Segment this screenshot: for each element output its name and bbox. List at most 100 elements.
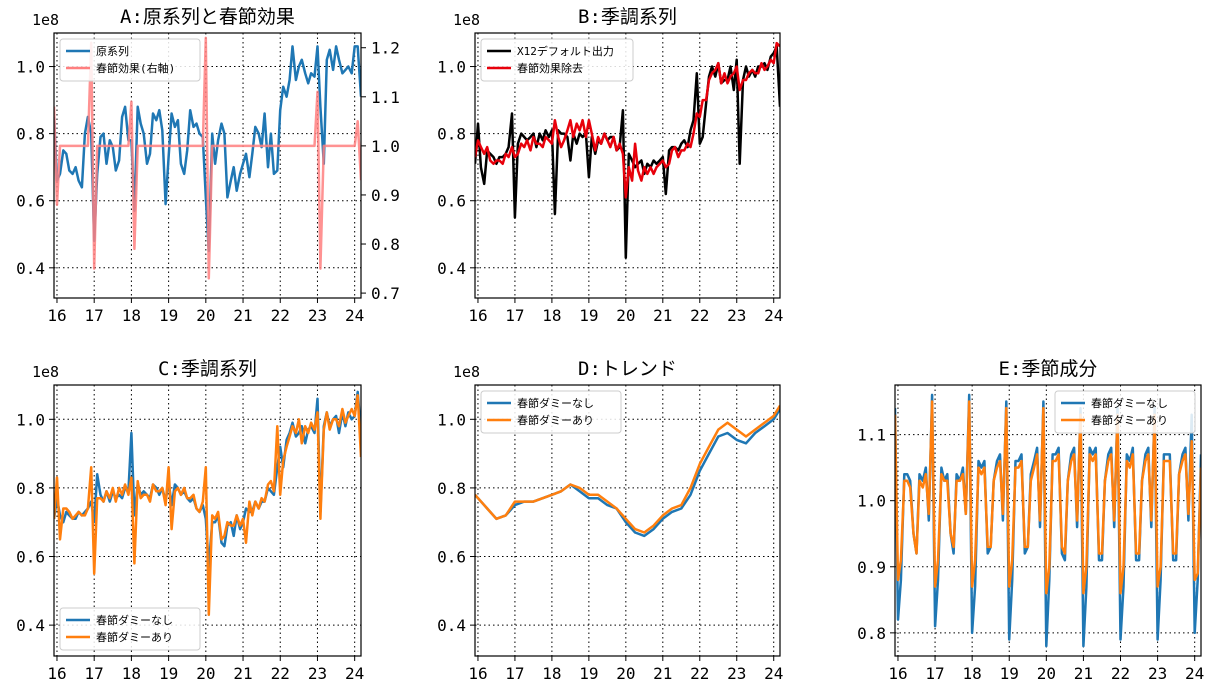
y-tick-label: 0.6 (16, 548, 45, 567)
x-tick-label: 24 (345, 306, 364, 325)
x-tick-label: 22 (271, 664, 290, 683)
x-tick-label: 20 (616, 664, 635, 683)
legend-box (59, 607, 201, 651)
x-tick-label: 19 (159, 306, 178, 325)
x-tick-label: 17 (505, 306, 524, 325)
offset-label: 1e8 (453, 11, 480, 29)
x-tick-label: 22 (690, 306, 709, 325)
y-tick-label: 0.4 (437, 259, 466, 278)
x-tick-label: 18 (963, 664, 982, 683)
y2-tick-label: 1.1 (371, 88, 400, 107)
chart-title: A:原系列と春節効果 (120, 6, 295, 28)
x-tick-label: 24 (345, 664, 364, 683)
x-tick-label: 20 (196, 306, 215, 325)
legend-label: X12デフォルト出力 (517, 44, 614, 58)
x-tick-label: 17 (85, 306, 104, 325)
x-tick-label: 17 (85, 664, 104, 683)
offset-label: 1e8 (453, 363, 480, 381)
axes-frame (474, 32, 781, 299)
plot-area (54, 390, 361, 617)
chart-title: C:季調系列 (158, 358, 257, 380)
y2-tick-label: 1.2 (371, 39, 400, 58)
y-tick-label: 0.6 (437, 192, 466, 211)
x-tick-label: 21 (653, 306, 672, 325)
series-line-1 (54, 36, 361, 280)
legend-label: 原系列 (96, 44, 129, 58)
legend-label: 春節ダミーなし (96, 613, 173, 627)
x-tick-label: 22 (1111, 664, 1130, 683)
legend-label: 春節効果除去 (517, 61, 583, 75)
axes-frame (53, 384, 362, 657)
x-tick-label: 24 (1185, 664, 1204, 683)
x-tick-label: 23 (727, 664, 746, 683)
x-tick-label: 21 (233, 306, 252, 325)
panel-a: 16 17 18 19 20 21 22 23 24 0.4 0.6 0.8 1.0 0.7 0.8 0.9 1… (16, 6, 400, 325)
x-tick-label: 23 (727, 306, 746, 325)
legend-box (59, 38, 201, 82)
x-tick-label: 18 (542, 306, 561, 325)
x-tick-label: 19 (1000, 664, 1019, 683)
y-tick-label: 0.8 (437, 479, 466, 498)
x-tick-label: 16 (468, 306, 487, 325)
x-tick-label: 19 (579, 306, 598, 325)
legend-label: 春節効果(右軸) (96, 61, 175, 75)
y-tick-label: 0.4 (437, 616, 466, 635)
plot-area (475, 41, 780, 259)
x-tick-label: 20 (196, 664, 215, 683)
panel-d: 16 17 18 19 20 21 22 23 240.40.60.81.0D:トレンド1e8春… (437, 358, 783, 683)
x-tick-label: 16 (47, 664, 66, 683)
chart-title: B:季調系列 (578, 6, 677, 28)
x-tick-label: 18 (542, 664, 561, 683)
series-line-1 (895, 400, 1201, 595)
legend-label: 春節ダミーあり (1091, 413, 1168, 427)
y-tick-label: 0.8 (16, 479, 45, 498)
legend-box (480, 38, 634, 82)
offset-label: 1e8 (32, 363, 59, 381)
y2-tick-label: 0.8 (371, 235, 400, 254)
x-tick-label: 21 (233, 664, 252, 683)
y-tick-label: 0.6 (16, 192, 45, 211)
y-tick-label: 0.6 (437, 548, 466, 567)
y-tick-label: 1.0 (16, 410, 45, 429)
x-tick-label: 19 (159, 664, 178, 683)
x-tick-label: 16 (468, 664, 487, 683)
legend-label: 春節ダミーあり (517, 413, 594, 427)
x-tick-label: 20 (616, 306, 635, 325)
y-tick-label: 0.8 (16, 125, 45, 144)
y-tick-label: 0.8 (857, 624, 886, 643)
x-tick-label: 18 (122, 664, 141, 683)
y-tick-label: 1.0 (857, 492, 886, 511)
panel-b: 16 17 18 19 20 21 22 23 240.40.60.81.0B:季調系列1e8X… (437, 6, 783, 325)
x-tick-label: 16 (888, 664, 907, 683)
axes-frame (474, 384, 781, 657)
legend-label: 春節ダミーなし (1091, 396, 1168, 410)
plot-area (895, 393, 1201, 648)
y-tick-label: 0.9 (857, 558, 886, 577)
series-line-1 (54, 394, 361, 617)
y-tick-label: 1.0 (16, 58, 45, 77)
x-tick-label: 19 (579, 664, 598, 683)
panel-e: 16 17 18 19 20 21 22 23 24 0.8 0.9 1.0 1.1 E:季節成分春節ダミ… (857, 358, 1204, 683)
legend-label: 春節ダミーなし (517, 396, 594, 410)
series-line-1 (475, 404, 780, 534)
plot-area (475, 404, 780, 538)
x-tick-label: 18 (122, 306, 141, 325)
y-tick-label: 1.1 (857, 426, 886, 445)
series-line-0 (475, 45, 780, 259)
y-tick-label: 1.0 (437, 58, 466, 77)
axes-frame (53, 32, 362, 299)
x-tick-label: 22 (690, 664, 709, 683)
x-tick-label: 24 (764, 664, 783, 683)
x-tick-label: 23 (308, 664, 327, 683)
y-tick-label: 1.0 (437, 410, 466, 429)
offset-label: 1e8 (32, 11, 59, 29)
chart-title: E:季節成分 (999, 358, 1098, 380)
x-tick-label: 23 (1148, 664, 1167, 683)
x-tick-label: 21 (653, 664, 672, 683)
y-tick-label: 0.8 (437, 125, 466, 144)
